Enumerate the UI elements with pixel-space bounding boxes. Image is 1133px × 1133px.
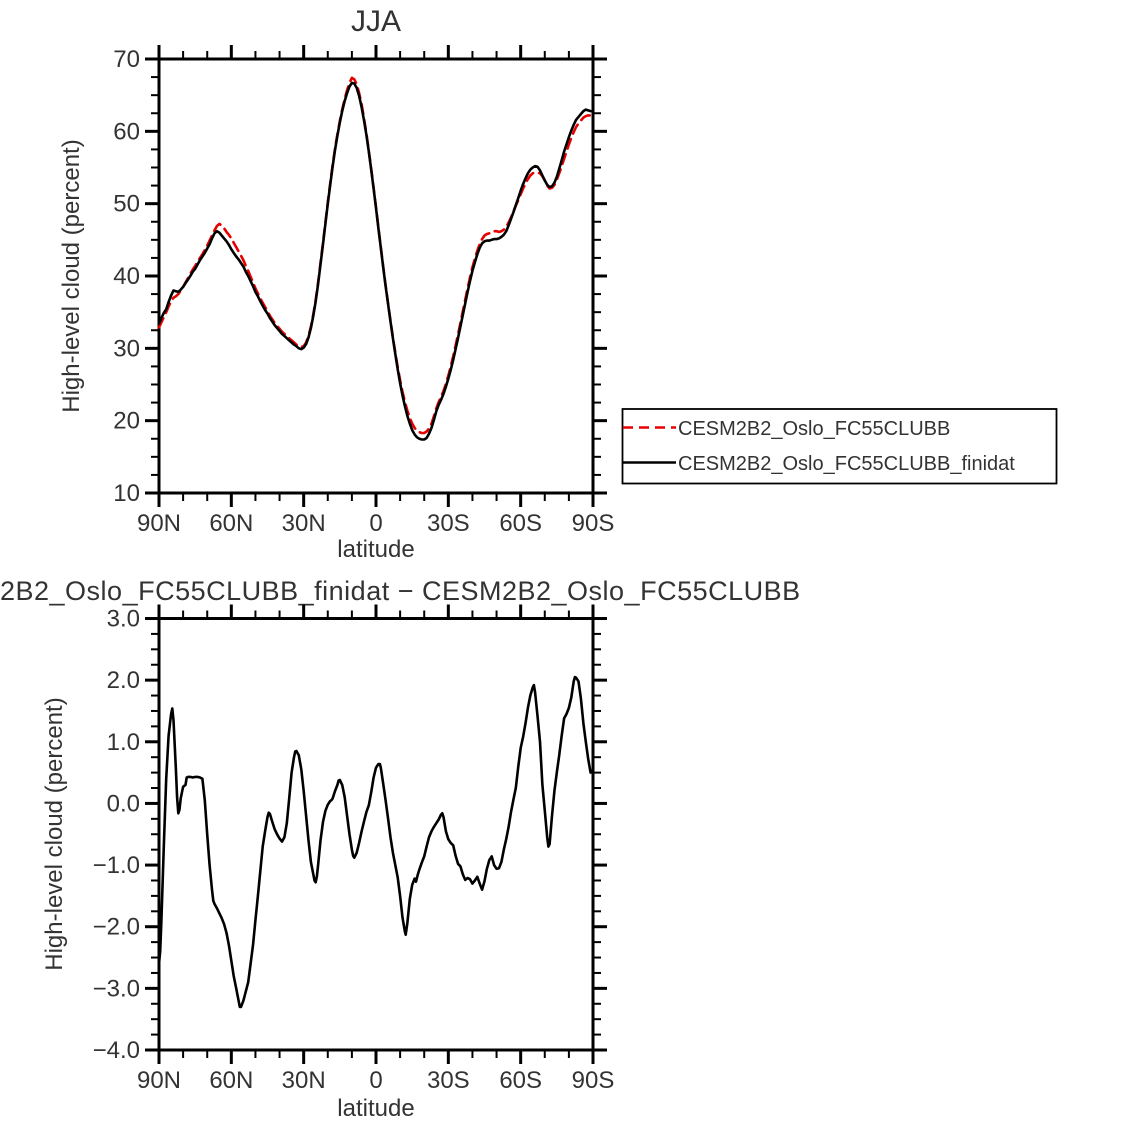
y-tick-label: 60 [113, 118, 140, 145]
plot-border [157, 617, 595, 1052]
x-tick-label: 0 [369, 1067, 382, 1094]
y-tick-label: 1.0 [107, 729, 140, 756]
bottom-plot-axes: 90N 60N 30N 0 30S 60S 90S 3.0 2.0 1.0 0.0 −1.0 −2.0 −… [93, 604, 615, 1094]
top-x-axis-title: latitude [337, 536, 414, 563]
series-line-dashed [157, 76, 592, 435]
y-tick-label: −4.0 [93, 1037, 140, 1064]
series-line-solid [157, 81, 592, 441]
legend-line-samples [623, 426, 676, 464]
x-tick-label: 30N [282, 510, 326, 537]
top-plot-axes: 90N 60N 30N 0 30S 60S 90S 70 60 50 40 30 20 10 [113, 45, 614, 537]
bottom-chart-title: 2B2_Oslo_FC55CLUBB_finidat − CESM2B2_Osl… [0, 576, 801, 606]
legend-border [621, 408, 1058, 485]
y-tick-label: 2.0 [107, 667, 140, 694]
x-tick-label: 60S [499, 510, 542, 537]
bottom-x-axis-title: latitude [337, 1095, 414, 1122]
x-tick-label: 90N [137, 510, 181, 537]
y-tick-label: 50 [113, 191, 140, 218]
x-tick-label: 90S [572, 1067, 615, 1094]
x-tick-label: 60S [499, 1067, 542, 1094]
x-tick-label: 90S [572, 510, 615, 537]
bottom-y-axis-title: High-level cloud (percent) [41, 697, 68, 970]
legend-label-dashed: CESM2B2_Oslo_FC55CLUBB [678, 418, 950, 440]
top-chart-title: JJA [351, 5, 401, 38]
top-y-axis-title: High-level cloud (percent) [58, 139, 85, 412]
x-tick-label: 90N [137, 1067, 181, 1094]
y-tick-label: −2.0 [93, 914, 140, 941]
x-tick-label: 30S [427, 510, 470, 537]
bottom-plot-series [157, 675, 592, 1009]
x-tick-label: 30S [427, 1067, 470, 1094]
plot-border [157, 57, 595, 495]
y-tick-label: 70 [113, 46, 140, 73]
x-tick-label: 30N [282, 1067, 326, 1094]
y-tick-label: 0.0 [107, 790, 140, 817]
top-plot: JJA High-level cloud (percent) latitude … [58, 5, 614, 563]
y-tick-label: −1.0 [93, 852, 140, 879]
y-tick-label: 10 [113, 480, 140, 507]
y-tick-label: 30 [113, 335, 140, 362]
y-tick-label: 20 [113, 408, 140, 435]
x-tick-label: 0 [369, 510, 382, 537]
series-line-solid [157, 675, 592, 1009]
y-tick-label: −3.0 [93, 975, 140, 1002]
y-tick-label: 3.0 [107, 606, 140, 633]
legend-label-solid: CESM2B2_Oslo_FC55CLUBB_finidat [678, 453, 1015, 475]
legend-box: CESM2B2_Oslo_FC55CLUBB CESM2B2_Oslo_FC55… [621, 408, 1058, 485]
top-plot-series [157, 76, 592, 441]
x-tick-label: 60N [209, 510, 253, 537]
y-tick-label: 40 [113, 263, 140, 290]
bottom-plot: 2B2_Oslo_FC55CLUBB_finidat − CESM2B2_Osl… [0, 576, 801, 1122]
x-tick-label: 60N [209, 1067, 253, 1094]
